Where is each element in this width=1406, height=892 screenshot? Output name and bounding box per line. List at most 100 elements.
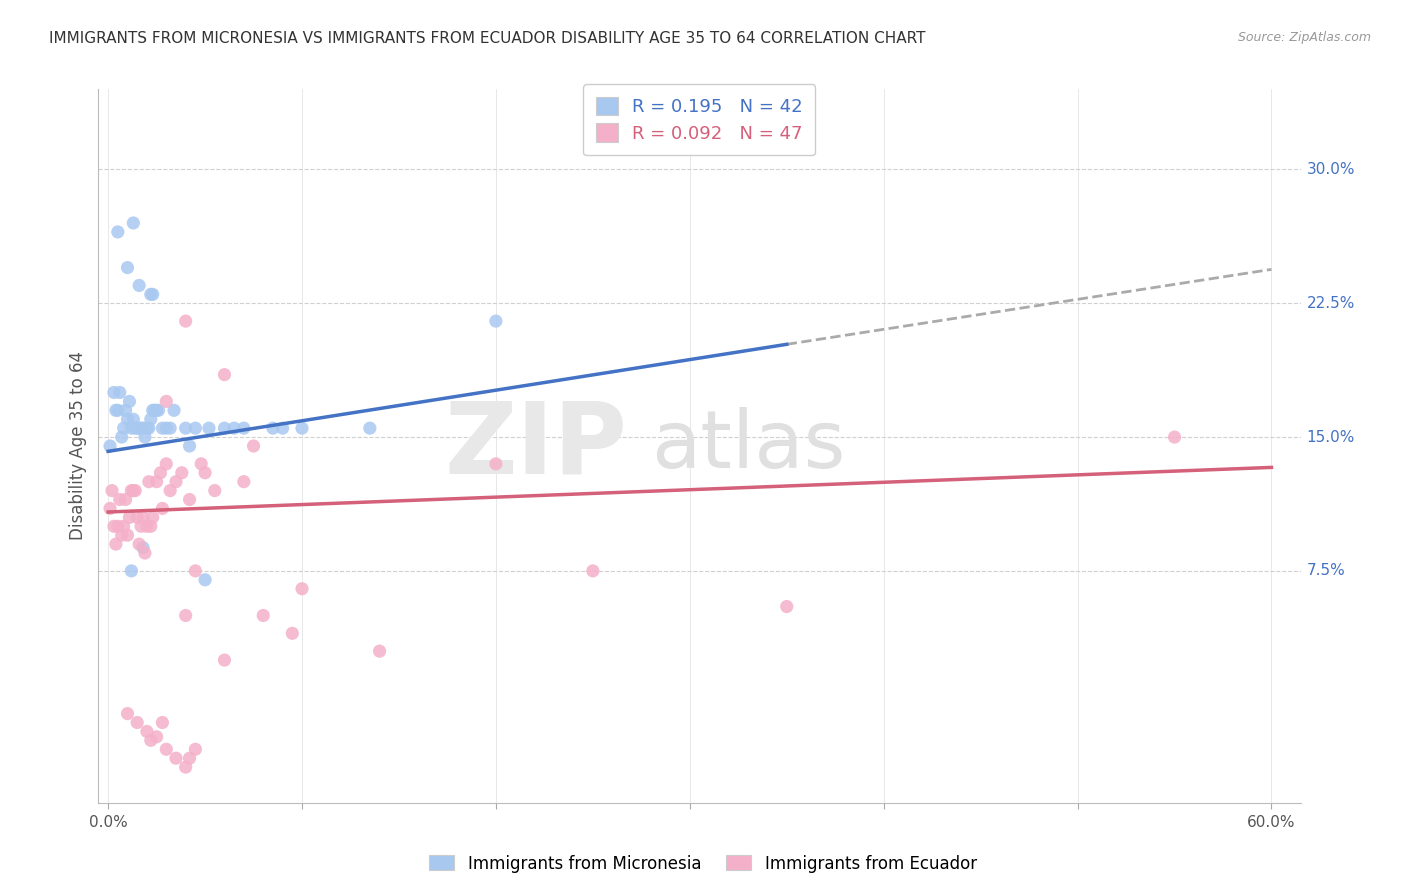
Point [138,475,160,489]
Point [145,403,167,417]
Point [179,492,201,507]
Point [174,608,197,623]
Point [129,519,152,533]
Point [155,394,177,409]
Point [242,439,264,453]
Point [224,421,246,435]
Point [184,564,207,578]
Point [271,421,294,435]
Text: 15.0%: 15.0% [1306,430,1355,444]
Point [128,421,150,435]
Point [152,501,174,516]
Point [165,475,187,489]
Point [232,421,254,435]
Point [170,466,193,480]
Point [98,501,121,516]
Point [139,519,162,533]
Point [108,385,131,400]
Point [108,492,131,507]
Point [122,216,145,230]
Point [359,421,381,435]
Point [129,421,152,435]
Point [155,421,177,435]
Point [128,278,150,293]
Point [120,564,142,578]
Point [135,421,157,435]
Point [232,475,254,489]
Point [117,706,139,721]
Point [184,742,207,756]
Point [152,421,174,435]
Point [134,546,156,560]
Point [118,394,141,409]
Point [214,653,236,667]
Point [122,412,145,426]
Point [368,644,391,658]
Point [118,510,141,524]
Point [132,421,155,435]
Point [107,519,129,533]
Point [134,430,156,444]
Point [142,287,165,301]
Point [104,403,127,417]
Point [101,483,124,498]
Point [139,287,162,301]
Point [107,403,129,417]
Point [204,483,226,498]
Point [132,541,155,555]
Point [127,421,149,435]
Point [194,466,217,480]
Point [111,528,134,542]
Point [117,412,139,426]
Point [179,439,201,453]
Point [174,760,197,774]
Point [152,715,174,730]
Point [124,421,146,435]
Point [281,626,304,640]
Point [103,385,125,400]
Point [135,724,157,739]
Point [145,730,167,744]
Point [132,510,155,524]
Point [198,421,221,435]
Text: 22.5%: 22.5% [1306,296,1355,310]
Point [145,475,167,489]
Point [107,225,129,239]
Text: ZIP: ZIP [444,398,627,494]
Point [127,510,149,524]
Text: 7.5%: 7.5% [1306,564,1346,578]
Point [103,519,125,533]
Point [214,368,236,382]
Point [128,537,150,551]
Legend: R = 0.195   N = 42, R = 0.092   N = 47: R = 0.195 N = 42, R = 0.092 N = 47 [583,84,815,155]
Y-axis label: Disability Age 35 to 64: Disability Age 35 to 64 [69,351,87,541]
Point [1163,430,1185,444]
Point [214,421,236,435]
Point [159,483,181,498]
Point [117,528,139,542]
Point [122,483,145,498]
Point [124,483,146,498]
Point [291,421,314,435]
Point [252,608,274,623]
Point [143,403,166,417]
Point [485,314,508,328]
Point [190,457,212,471]
Point [291,582,314,596]
Point [117,260,139,275]
Point [112,421,135,435]
Text: atlas: atlas [651,407,846,485]
Point [194,573,217,587]
Point [142,403,165,417]
Point [114,492,136,507]
Point [155,742,177,756]
Point [127,715,149,730]
Point [163,403,186,417]
Point [139,733,162,747]
Point [485,457,508,471]
Point [138,421,160,435]
Point [139,412,162,426]
Point [120,483,142,498]
Point [114,403,136,417]
Point [148,403,170,417]
